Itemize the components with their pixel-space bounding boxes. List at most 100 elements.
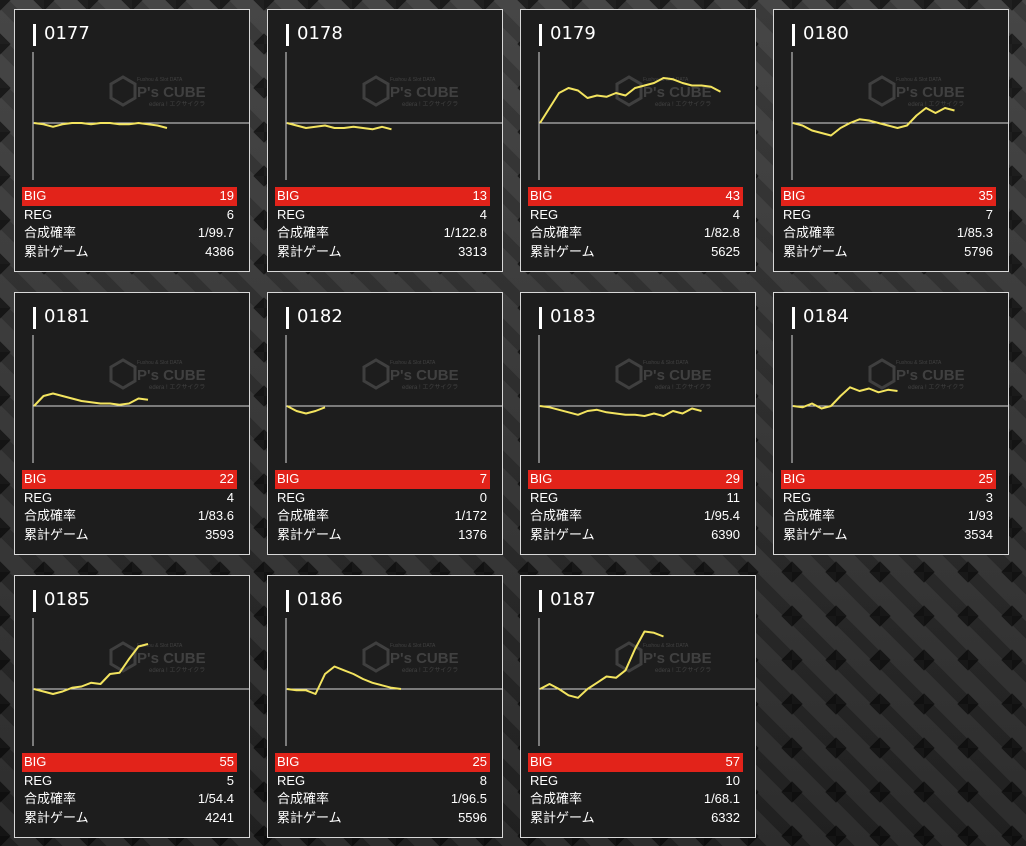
reg-row-value: 4 <box>479 206 487 222</box>
rate-row-label: 合成確率 <box>530 508 583 523</box>
watermark-small-text: Fushou & Slot DATA <box>896 77 942 83</box>
big-row-value: 43 <box>725 188 740 203</box>
rate-row: 合成確率 1/172 <box>275 507 490 526</box>
games-row: 累計ゲーム 5596 <box>275 809 490 828</box>
stats-table: BIG 43 REG 4 合成確率 1/82.8 累計ゲーム 5625 <box>528 187 743 261</box>
watermark-sub-text: edera ! エクサイクラ <box>149 667 205 674</box>
reg-row: REG 5 <box>22 772 237 791</box>
big-row: BIG 55 <box>22 753 237 772</box>
reg-row: REG 8 <box>275 772 490 791</box>
reg-row-label: REG <box>530 772 559 788</box>
machine-number: 0179 <box>539 24 596 46</box>
machine-card[interactable]: 0180 Fushou & Slot DATA P's CUBE edera ! エク… <box>773 9 1009 272</box>
watermark-brand: P's CUBE <box>137 367 206 384</box>
reg-row-value: 5 <box>226 772 234 788</box>
machine-number: 0184 <box>792 307 849 329</box>
stats-table: BIG 7 REG 0 合成確率 1/172 累計ゲーム 1376 <box>275 470 490 544</box>
cube-icon <box>615 641 643 673</box>
machine-card[interactable]: 0178 Fushou & Slot DATA P's CUBE edera ! エク… <box>267 9 503 272</box>
big-row-value: 55 <box>219 754 234 769</box>
watermark-small-text: Fushou & Slot DATA <box>896 360 942 366</box>
cube-icon <box>868 358 896 390</box>
big-row-value: 22 <box>219 471 234 486</box>
big-row-value: 25 <box>472 754 487 769</box>
rate-row-value: 1/82.8 <box>703 225 740 240</box>
reg-row: REG 6 <box>22 206 237 225</box>
machine-card[interactable]: 0184 Fushou & Slot DATA P's CUBE edera ! エク… <box>773 292 1009 555</box>
reg-row: REG 11 <box>528 489 743 508</box>
machine-card[interactable]: 0177 Fushou & Slot DATA P's CUBE edera ! エク… <box>14 9 250 272</box>
games-row-label: 累計ゲーム <box>530 526 595 542</box>
games-row-value: 5596 <box>458 809 487 825</box>
reg-row-label: REG <box>783 489 812 505</box>
cube-icon <box>109 358 137 390</box>
machine-card[interactable]: 0181 Fushou & Slot DATA P's CUBE edera ! エク… <box>14 292 250 555</box>
big-row-label: BIG <box>530 754 553 769</box>
machine-card[interactable]: 0185 Fushou & Slot DATA P's CUBE edera ! エク… <box>14 575 250 838</box>
games-row: 累計ゲーム 4386 <box>22 243 237 262</box>
watermark-sub-text: edera ! エクサイクラ <box>908 101 964 108</box>
rate-row-label: 合成確率 <box>24 508 77 523</box>
rate-row-label: 合成確率 <box>530 791 583 806</box>
stats-table: BIG 13 REG 4 合成確率 1/122.8 累計ゲーム 3313 <box>275 187 490 261</box>
cube-icon <box>109 641 137 673</box>
reg-row: REG 4 <box>275 206 490 225</box>
rate-row: 合成確率 1/82.8 <box>528 224 743 243</box>
stats-table: BIG 25 REG 8 合成確率 1/96.5 累計ゲーム 5596 <box>275 753 490 827</box>
big-row-label: BIG <box>783 188 806 203</box>
watermark-sub-text: edera ! エクサイクラ <box>655 667 711 674</box>
machine-card[interactable]: 0187 Fushou & Slot DATA P's CUBE edera ! エク… <box>520 575 756 838</box>
games-row-value: 3593 <box>205 526 234 542</box>
machine-card[interactable]: 0183 Fushou & Slot DATA P's CUBE edera ! エク… <box>520 292 756 555</box>
machine-number: 0182 <box>286 307 343 329</box>
watermark-small-text: Fushou & Slot DATA <box>643 77 689 83</box>
slump-line <box>539 630 664 699</box>
big-row: BIG 22 <box>22 470 237 489</box>
reg-row-value: 0 <box>479 489 487 505</box>
reg-row-label: REG <box>277 206 306 222</box>
stats-table: BIG 19 REG 6 合成確率 1/99.7 累計ゲーム 4386 <box>22 187 237 261</box>
big-row: BIG 19 <box>22 187 237 206</box>
games-row-value: 1376 <box>458 526 487 542</box>
games-row: 累計ゲーム 6390 <box>528 526 743 545</box>
games-row-label: 累計ゲーム <box>530 809 595 825</box>
big-row: BIG 13 <box>275 187 490 206</box>
big-row: BIG 25 <box>781 470 996 489</box>
slump-line <box>539 405 702 417</box>
rate-row: 合成確率 1/122.8 <box>275 224 490 243</box>
watermark-sub-text: edera ! エクサイクラ <box>655 384 711 391</box>
machine-card[interactable]: 0186 Fushou & Slot DATA P's CUBE edera ! エク… <box>267 575 503 838</box>
slump-line <box>286 122 392 131</box>
rate-row: 合成確率 1/83.6 <box>22 507 237 526</box>
watermark-brand: P's CUBE <box>137 650 206 667</box>
big-row: BIG 25 <box>275 753 490 772</box>
reg-row: REG 4 <box>528 206 743 225</box>
slump-line <box>33 643 149 695</box>
rate-row-value: 1/85.3 <box>956 225 993 240</box>
machine-card[interactable]: 0179 Fushou & Slot DATA P's CUBE edera ! エク… <box>520 9 756 272</box>
watermark-sub-text: edera ! エクサイクラ <box>402 667 458 674</box>
watermark-small-text: Fushou & Slot DATA <box>137 643 183 649</box>
games-row: 累計ゲーム 3313 <box>275 243 490 262</box>
cube-icon <box>362 358 390 390</box>
rate-row-value: 1/83.6 <box>197 508 234 523</box>
big-row-label: BIG <box>24 188 47 203</box>
big-row-value: 13 <box>472 188 487 203</box>
cube-icon <box>362 75 390 107</box>
big-row-label: BIG <box>24 754 47 769</box>
watermark-brand: P's CUBE <box>896 367 965 384</box>
reg-row: REG 0 <box>275 489 490 508</box>
games-row-value: 5796 <box>964 243 993 259</box>
machine-card[interactable]: 0182 Fushou & Slot DATA P's CUBE edera ! エク… <box>267 292 503 555</box>
reg-row-label: REG <box>24 206 53 222</box>
stats-table: BIG 22 REG 4 合成確率 1/83.6 累計ゲーム 3593 <box>22 470 237 544</box>
